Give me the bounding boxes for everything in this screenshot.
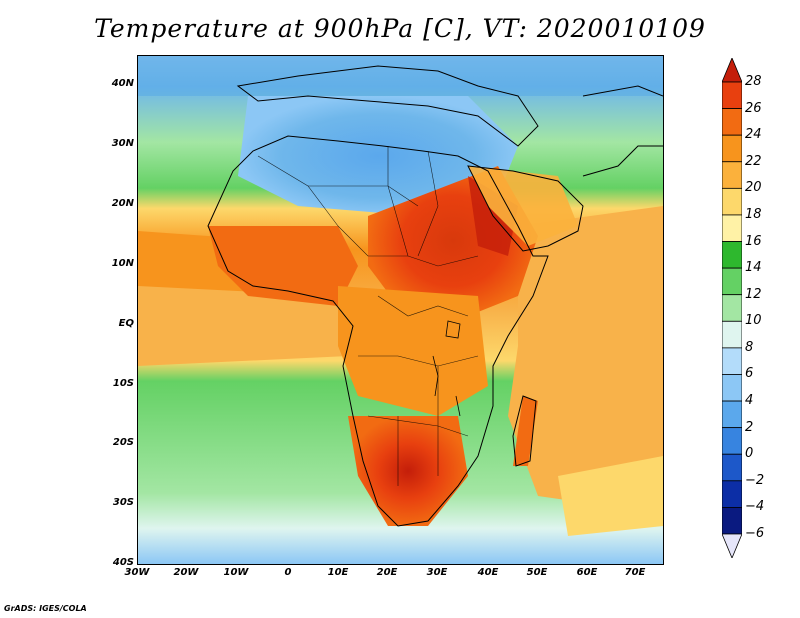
- arabia-warm: [468, 166, 578, 246]
- colorbar-label: 22: [745, 153, 762, 169]
- lat-tick-10n: 10N: [111, 258, 134, 269]
- lat-tick-40n: 40N: [111, 78, 134, 89]
- lon-tick-20e: 20E: [376, 567, 398, 578]
- colorbar-label: 0: [745, 446, 754, 462]
- madagascar: [513, 396, 538, 466]
- lon-tick-20w: 20W: [173, 567, 199, 578]
- lon-tick-0: 0: [284, 567, 292, 578]
- country-borders: [257, 146, 479, 486]
- colorbar-box: [722, 214, 742, 242]
- indian-ocean-south-band: [558, 456, 663, 536]
- colorbar-label: 26: [745, 100, 762, 116]
- colorbar-label: 12: [745, 286, 762, 302]
- colorbar-label: 28: [745, 74, 762, 89]
- colorbar-box: [722, 453, 742, 482]
- colorbar-box: [722, 480, 742, 508]
- colorbar-top-triangle: [722, 58, 742, 83]
- colorbar-label: 24: [745, 127, 762, 143]
- lakes: [432, 320, 461, 417]
- colorbar-box: [722, 507, 742, 535]
- colorbar-label: 20: [745, 180, 762, 196]
- lat-tick-20n: 20N: [111, 198, 134, 209]
- indian-ocean-warm: [508, 206, 663, 506]
- colorbar-label: 8: [745, 339, 754, 355]
- colorbar-box: [722, 108, 742, 136]
- west-africa-warm: [208, 226, 358, 306]
- colorbar-box: [722, 241, 742, 269]
- colorbar-label: 4: [745, 393, 754, 409]
- lat-tick-20s: 20S: [112, 437, 134, 448]
- colorbar-bottom-triangle: [722, 533, 742, 558]
- colorbar-box: [722, 374, 742, 402]
- lat-tick-10s: 10S: [112, 378, 134, 389]
- colorbar-box: [722, 81, 742, 109]
- lon-tick-10w: 10W: [223, 567, 249, 578]
- colorbar-label: 10: [745, 313, 762, 329]
- colorbar-box: [722, 134, 742, 163]
- colorbar-box: [722, 161, 742, 189]
- mediterranean-band: [138, 56, 663, 96]
- colorbar-label: 14: [745, 260, 762, 276]
- lon-tick-30w: 30W: [124, 567, 150, 578]
- atlantic-equatorial: [138, 286, 348, 366]
- colorbar-label: −2: [745, 472, 765, 488]
- chart-title: Temperature at 900hPa [C], VT: 202001010…: [94, 14, 706, 43]
- colorbar-box: [722, 267, 742, 296]
- lon-tick-60e: 60E: [576, 567, 598, 578]
- colorbar-label: 18: [745, 206, 762, 222]
- central-africa-orange: [338, 286, 488, 416]
- lon-tick-30e: 30E: [426, 567, 448, 578]
- colorbar-label: −4: [745, 499, 765, 515]
- colorbar-label: −6: [745, 526, 765, 541]
- colorbar-label: 6: [745, 366, 754, 382]
- lat-tick-40s: 40S: [112, 557, 134, 568]
- colorbar-box: [722, 427, 742, 455]
- colorbar-box: [722, 400, 742, 429]
- lat-tick-eq: EQ: [118, 318, 134, 329]
- lat-tick-30s: 30S: [112, 497, 134, 508]
- colorbar: [722, 58, 742, 558]
- colorbar-label: 2: [745, 419, 754, 435]
- colorbar-box: [722, 294, 742, 322]
- colorbar-box: [722, 187, 742, 216]
- lon-tick-40e: 40E: [477, 567, 499, 578]
- colorbar-box: [722, 320, 742, 349]
- coastlines: [207, 65, 663, 527]
- colorbar-box: [722, 347, 742, 375]
- lat-tick-30n: 30N: [111, 138, 134, 149]
- lon-tick-50e: 50E: [526, 567, 548, 578]
- colorbar-label: 16: [745, 233, 762, 249]
- map-panel: [137, 55, 664, 565]
- temperature-map: [138, 56, 663, 564]
- lon-tick-70e: 70E: [624, 567, 646, 578]
- credit-text: GrADS: IGES/COLA: [4, 604, 87, 613]
- lon-tick-10e: 10E: [327, 567, 349, 578]
